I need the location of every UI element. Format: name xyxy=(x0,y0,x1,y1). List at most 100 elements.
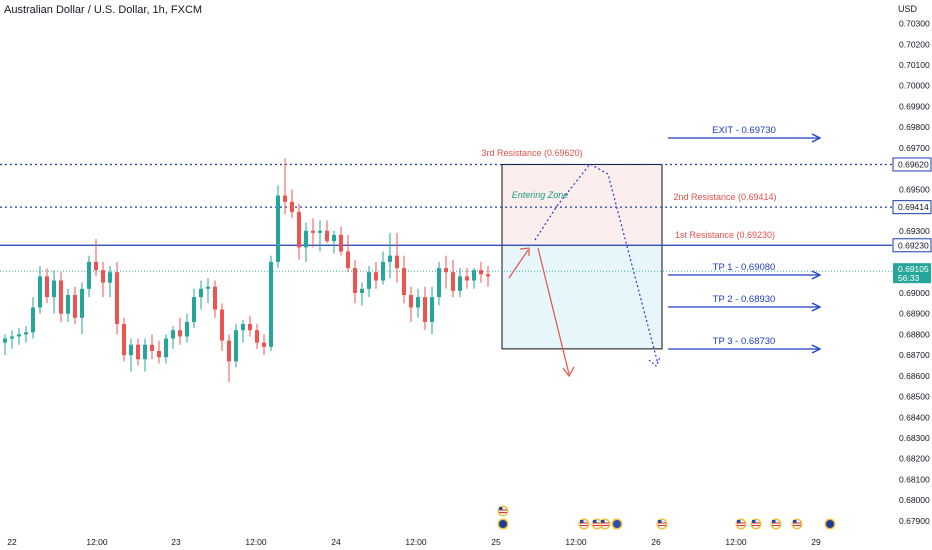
candle xyxy=(115,261,119,335)
candle-body xyxy=(304,230,308,248)
arrow-head xyxy=(811,270,822,280)
price-tag xyxy=(892,157,932,172)
target-zone xyxy=(502,245,662,349)
arrow-head xyxy=(811,344,822,354)
candle-body xyxy=(416,297,420,308)
candle-body xyxy=(129,344,133,356)
candle xyxy=(486,266,490,287)
candle-body xyxy=(465,276,469,281)
candle-body xyxy=(346,251,350,269)
candle-body xyxy=(157,350,161,358)
candle xyxy=(479,261,483,283)
resistance-2-label: 2nd Resistance (0.69414) xyxy=(673,192,776,202)
price-tag xyxy=(892,200,932,215)
red-arrow-down-head xyxy=(562,366,575,378)
candle xyxy=(185,313,189,343)
candle-body xyxy=(164,338,168,358)
candle-body xyxy=(325,230,329,242)
price-levels xyxy=(0,163,892,272)
candle xyxy=(430,286,434,335)
candle xyxy=(367,266,371,298)
candle xyxy=(353,259,357,304)
candle-body xyxy=(38,276,42,308)
trade-zones xyxy=(501,163,663,350)
candle-body xyxy=(59,280,63,314)
exit-arrow-label: EXIT - 0.69730 xyxy=(712,125,776,136)
resistance-zone xyxy=(502,164,662,246)
exit-arrow: EXIT - 0.69730 xyxy=(668,125,822,143)
time-axis[interactable]: 22 12:00 23 12:00 24 12:00 25 12:00 26 12:00 29 xyxy=(7,537,821,547)
y-tick-label: 0.70100 xyxy=(899,60,930,70)
candle xyxy=(129,338,133,372)
candle-body xyxy=(136,344,140,360)
candle-body xyxy=(472,270,476,281)
price-tag xyxy=(892,238,932,253)
candle xyxy=(346,234,350,273)
tp1-arrow: TP 1 - 0.69080 xyxy=(668,262,822,280)
candle-body xyxy=(367,272,371,289)
x-tick-label: 23 xyxy=(171,537,181,547)
candle xyxy=(87,255,91,298)
currency-label: USD xyxy=(898,4,918,14)
y-tick-label: 0.68500 xyxy=(899,392,930,402)
candle-body xyxy=(388,255,392,262)
us-flag-marker xyxy=(770,518,782,530)
candle xyxy=(360,282,364,306)
marker-canton xyxy=(601,520,605,523)
x-tick-label: 12:00 xyxy=(86,537,108,547)
candle-body xyxy=(80,288,84,318)
x-tick-label: 26 xyxy=(651,537,661,547)
candle xyxy=(122,317,126,362)
price-axis[interactable]: 0.70300 0.70200 0.70100 0.70000 0.69900 0.698… xyxy=(892,19,932,526)
candle xyxy=(318,220,322,252)
candle xyxy=(66,288,70,322)
candlesticks xyxy=(3,158,490,383)
candle xyxy=(199,280,203,310)
candle-body xyxy=(269,261,273,347)
candle-body xyxy=(437,268,441,298)
y-tick-label: 0.68000 xyxy=(899,495,930,505)
candle-body xyxy=(185,321,189,337)
candle-body xyxy=(255,330,259,343)
entering-zone-label: Entering Zone xyxy=(512,190,569,200)
candle-body xyxy=(101,270,105,283)
au-flag-marker xyxy=(497,518,509,530)
y-tick-label: 0.69700 xyxy=(899,143,930,153)
us-flag-marker xyxy=(599,518,611,530)
candle-body xyxy=(178,330,182,337)
y-tick-label: 0.68200 xyxy=(899,454,930,464)
candle-body xyxy=(283,195,287,202)
candle-body xyxy=(73,295,77,318)
candle xyxy=(304,222,308,262)
candle-body xyxy=(311,230,315,233)
candle xyxy=(17,328,21,345)
candle xyxy=(381,251,385,285)
x-tick-label: 25 xyxy=(491,537,501,547)
candle xyxy=(339,226,343,256)
candle xyxy=(416,288,420,318)
red-arrow-up-head xyxy=(519,247,530,256)
countdown-label: 56:33 xyxy=(898,273,920,283)
projected-path-head xyxy=(648,356,661,367)
candle-body xyxy=(374,272,378,281)
candle xyxy=(423,286,427,331)
x-tick-label: 12:00 xyxy=(405,537,427,547)
candle xyxy=(52,270,56,314)
marker-canton xyxy=(580,520,584,523)
us-flag-marker xyxy=(791,518,803,530)
candle-body xyxy=(360,288,364,293)
candle xyxy=(472,268,476,289)
candle xyxy=(248,315,252,337)
resistance-3-label: 3rd Resistance (0.69620) xyxy=(481,148,582,158)
x-tick-label: 12:00 xyxy=(725,537,747,547)
us-flag-marker xyxy=(735,518,747,530)
candle xyxy=(402,255,406,304)
candle-body xyxy=(430,297,434,322)
candle xyxy=(465,268,469,289)
tp1-arrow-label: TP 1 - 0.69080 xyxy=(713,262,776,273)
symbol-title: Australian Dollar / U.S. Dollar, 1h, FXC… xyxy=(4,4,203,16)
candle-body xyxy=(115,272,119,325)
candle xyxy=(80,282,84,335)
candle xyxy=(171,326,175,349)
